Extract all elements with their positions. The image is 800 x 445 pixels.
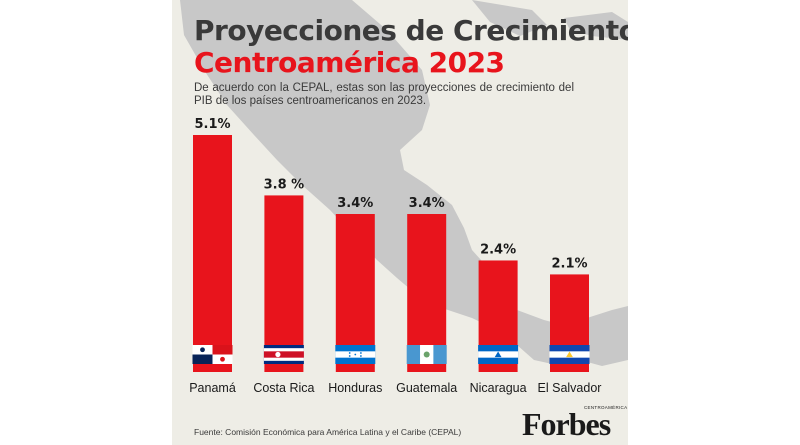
category-label-costa-rica: Costa Rica [253, 381, 314, 395]
bar-panama [193, 135, 232, 372]
category-label-el-salvador: El Salvador [538, 381, 602, 395]
category-label-panama: Panamá [189, 381, 236, 395]
bar-costa-rica [264, 195, 304, 372]
value-label-honduras: 3.4% [337, 196, 373, 211]
nicaragua-flag-icon [478, 345, 519, 364]
category-label-honduras: Honduras [328, 381, 382, 395]
honduras-flag-icon [335, 345, 376, 364]
forbes-logo: Forbes [522, 406, 611, 442]
value-label-costa-rica: 3.8 % [264, 177, 305, 192]
title-line-2: Centroamérica 2023 [194, 46, 505, 79]
bar-chart: 5.1% Panamá 3.8 % Costa Rica 3.4% Honduras 3.4… [189, 117, 602, 395]
panama-flag-icon [192, 345, 233, 364]
guatemala-flag-icon [406, 345, 447, 364]
value-label-nicaragua: 2.4% [480, 242, 516, 257]
central-america-map [180, 0, 628, 366]
el-salvador-flag-icon [549, 345, 590, 364]
subtitle: De acuerdo con la CEPAL, estas son las p… [194, 82, 574, 107]
brand-sub-label: CENTROAMÉRICA [584, 405, 628, 410]
source-note: Fuente: Comisión Económica para América … [194, 427, 462, 437]
costa-rica-flag-icon [263, 345, 304, 364]
title-line-1: Proyecciones de Crecimiento [194, 14, 628, 47]
value-label-panama: 5.1% [194, 117, 230, 132]
value-label-el-salvador: 2.1% [551, 256, 587, 271]
category-label-guatemala: Guatemala [396, 381, 457, 395]
value-label-guatemala: 3.4% [409, 196, 445, 211]
category-label-nicaragua: Nicaragua [470, 381, 527, 395]
infographic-panel: Proyecciones de Crecimiento Centroaméric… [172, 0, 628, 445]
